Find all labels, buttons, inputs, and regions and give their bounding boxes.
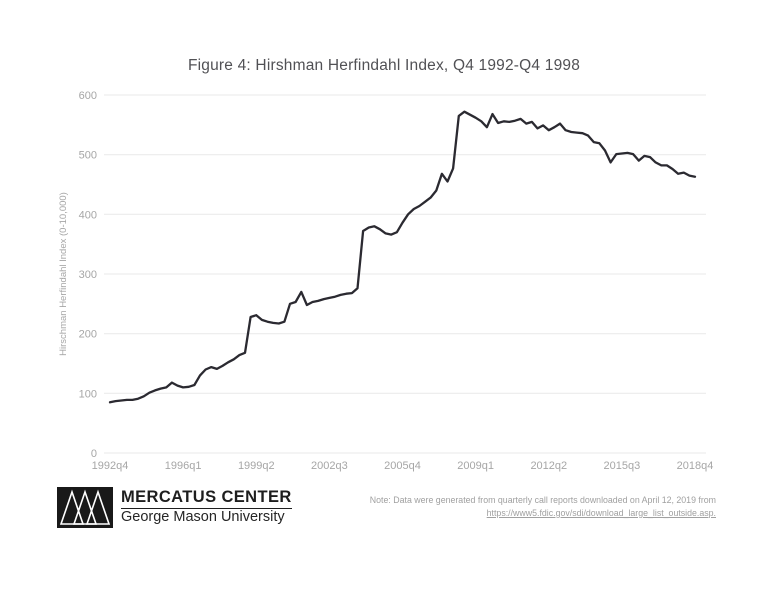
mercatus-logo-icon — [57, 487, 113, 528]
mercatus-logo: MERCATUS CENTER George Mason University — [57, 487, 292, 528]
logo-divider — [121, 508, 292, 510]
mercatus-logo-text: MERCATUS CENTER George Mason University — [121, 487, 292, 526]
y-axis-title: Hirschman Herfindahl Index (0-10,000) — [58, 192, 69, 356]
x-tick-label: 2009q1 — [457, 460, 494, 472]
y-tick-label: 500 — [79, 150, 97, 162]
y-tick-label: 200 — [79, 329, 97, 341]
y-tick-label: 100 — [79, 388, 97, 400]
hhi-series-line — [108, 110, 697, 404]
y-tick-label: 600 — [79, 90, 97, 102]
y-tick-label: 400 — [79, 209, 97, 221]
source-note: Note: Data were generated from quarterly… — [286, 494, 716, 520]
source-note-text: Note: Data were generated from quarterly… — [369, 495, 716, 505]
x-tick-label: 2005q4 — [384, 460, 421, 472]
axis-label-layer: 0 100 200 300 400 500 600 1992q4 1996q1 1999q2 200… — [79, 90, 714, 472]
grid-layer — [104, 94, 706, 454]
y-tick-label: 0 — [91, 448, 97, 460]
series-layer — [108, 110, 697, 404]
chart-title: Figure 4: Hirshman Herfindahl Index, Q4 … — [187, 57, 581, 74]
logo-org-name: MERCATUS CENTER — [121, 487, 292, 506]
x-tick-label: 1996q1 — [165, 460, 202, 472]
y-tick-label: 300 — [79, 269, 97, 281]
logo-university-name: George Mason University — [121, 509, 285, 526]
source-note-link[interactable]: https://www5.fdic.gov/sdi/download_large… — [486, 507, 716, 518]
x-tick-label: 2002q3 — [311, 460, 348, 472]
x-tick-label: 1999q2 — [238, 460, 275, 472]
x-tick-label: 2012q2 — [530, 460, 567, 472]
x-tick-label: 1992q4 — [92, 460, 129, 472]
x-tick-label: 2018q4 — [677, 460, 714, 472]
x-tick-label: 2015q3 — [604, 460, 641, 472]
